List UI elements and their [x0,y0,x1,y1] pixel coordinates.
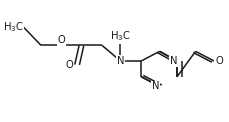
Text: N: N [169,56,176,66]
Text: N: N [152,81,159,91]
Text: H$_3$C: H$_3$C [3,20,24,34]
Text: H$_3$C: H$_3$C [110,29,130,43]
Text: N: N [116,56,124,66]
Text: O: O [214,56,222,66]
Text: O: O [57,35,65,45]
Text: O: O [66,60,73,70]
